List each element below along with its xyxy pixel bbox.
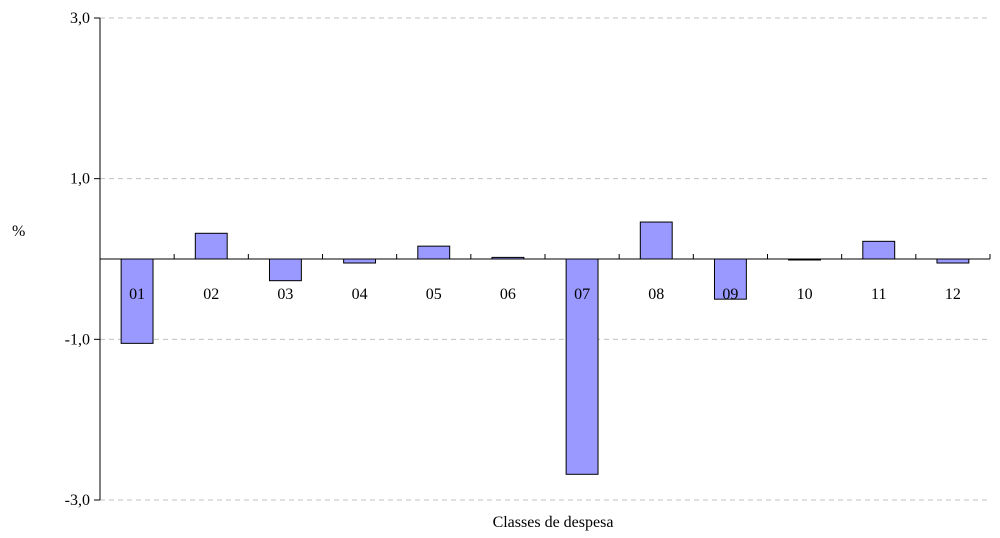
bars: [120, 221, 970, 475]
category-label-06: 06: [500, 286, 516, 303]
category-label-04: 04: [352, 286, 368, 303]
category-label-09: 09: [722, 286, 738, 303]
bar-11: [862, 240, 896, 260]
y-tick-label: -3,0: [65, 492, 90, 509]
bar-02: [194, 232, 228, 260]
category-label-10: 10: [797, 286, 813, 303]
category-label-02: 02: [203, 286, 219, 303]
bar-08: [639, 221, 673, 260]
bar-12: [936, 258, 970, 264]
axes: [94, 17, 991, 501]
labels: 3,0 1,0 -1,0 -3,0 01 02 03 04 05 06 07 08 09 10 11 12: [65, 10, 961, 509]
category-label-08: 08: [648, 286, 664, 303]
category-label-01: 01: [129, 286, 145, 303]
category-label-05: 05: [426, 286, 442, 303]
y-tick-label: 1,0: [70, 171, 90, 188]
category-label-07: 07: [574, 286, 590, 303]
y-axis-title: %: [12, 223, 25, 240]
bar-03: [268, 258, 302, 282]
category-label-03: 03: [277, 286, 293, 303]
bar-05: [417, 245, 451, 260]
category-label-11: 11: [871, 286, 886, 303]
bar-04: [343, 258, 377, 264]
y-tick-label: -1,0: [65, 331, 90, 348]
category-label-12: 12: [945, 286, 961, 303]
y-tick-label: 3,0: [70, 10, 90, 27]
x-axis-title: Classes de despesa: [493, 514, 614, 531]
bar-01: [120, 258, 154, 344]
gridlines: [100, 17, 990, 501]
